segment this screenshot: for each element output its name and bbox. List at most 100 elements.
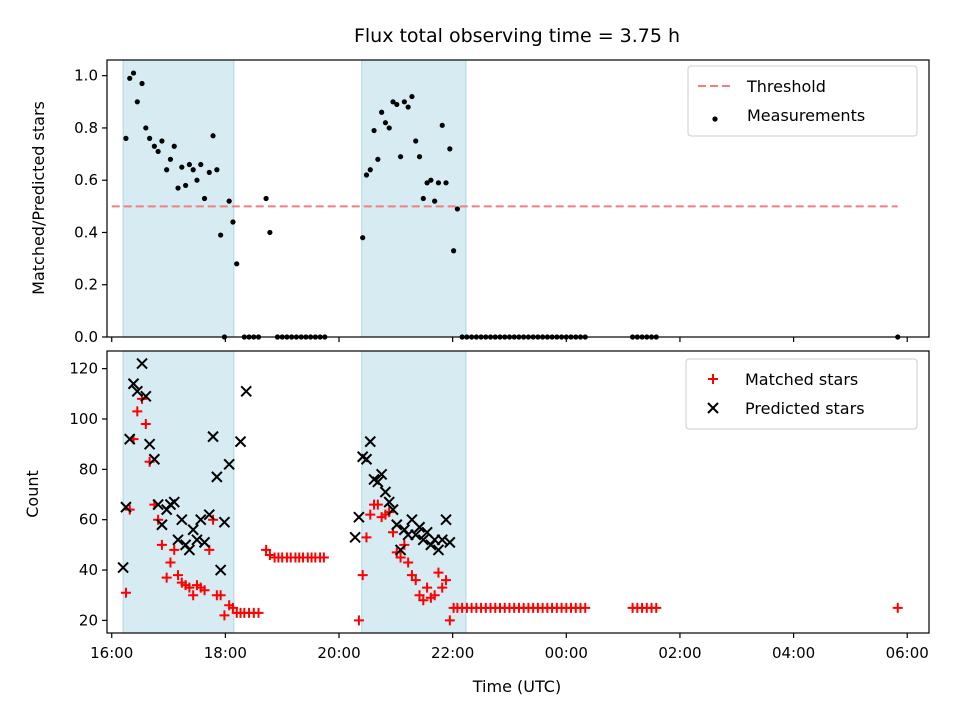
top-measurements-point xyxy=(386,125,392,131)
bottom-predicted-stars-point xyxy=(136,357,148,370)
bottom-matched-stars-point xyxy=(253,607,264,618)
bottom-matched-stars-point xyxy=(365,509,376,520)
bottom-predicted-stars-point xyxy=(214,564,227,576)
bottom-predicted-stars-point xyxy=(143,438,156,450)
top-y-tick-label: 0.2 xyxy=(74,276,98,294)
bottom-predicted-stars-point xyxy=(152,498,164,511)
bottom-predicted-stars-point xyxy=(391,519,403,531)
bottom-matched-stars-point xyxy=(580,602,591,613)
bottom-predicted-stars-point xyxy=(379,486,392,498)
bottom-predicted-stars-point xyxy=(436,534,448,546)
top-measurements-point xyxy=(263,195,269,202)
top-measurements-point xyxy=(186,161,192,168)
top-measurements-point xyxy=(428,177,434,183)
top-measurements-point xyxy=(435,180,442,186)
bottom-predicted-stars-point xyxy=(432,544,445,556)
top-measurements-point xyxy=(439,122,445,128)
top-measurements-point xyxy=(394,101,400,108)
bottom-predicted-stars-point xyxy=(372,476,384,488)
bottom-predicted-stars-point xyxy=(117,561,129,574)
top-measurements-point xyxy=(409,93,415,100)
chart-title: Flux total observing time = 3.75 h xyxy=(354,25,680,47)
top-measurements-point xyxy=(155,148,161,155)
bottom-predicted-stars-point xyxy=(413,521,426,533)
top-measurements-point xyxy=(201,195,208,202)
bottom-predicted-stars-point xyxy=(168,496,180,508)
bottom-matched-stars-point xyxy=(184,582,195,593)
bottom-matched-stars-point xyxy=(353,615,364,626)
top-measurements-point xyxy=(214,167,220,173)
top-measurements-point xyxy=(143,125,149,131)
bottom-shaded-span xyxy=(361,350,467,634)
top-measurements-point xyxy=(432,198,438,204)
bottom-predicted-stars-point xyxy=(383,496,395,508)
legend-label: Threshold xyxy=(746,77,826,96)
bottom-matched-stars-point xyxy=(372,499,383,510)
bottom-matched-stars-point xyxy=(199,585,210,596)
bottom-y-tick-label: 40 xyxy=(79,561,98,579)
bottom-y-tick-label: 80 xyxy=(79,460,98,478)
bottom-predicted-stars-point xyxy=(353,511,365,523)
bottom-predicted-stars-point xyxy=(140,390,152,403)
top-measurements-point xyxy=(405,104,411,110)
top-measurements-point xyxy=(210,133,216,139)
top-y-tick-label: 0.6 xyxy=(74,171,98,189)
top-shaded-span xyxy=(122,59,235,338)
bottom-matched-stars-point xyxy=(188,590,199,601)
bottom-matched-stars-point xyxy=(437,582,448,593)
top-measurements-point xyxy=(206,169,212,175)
bottom-matched-stars-point xyxy=(395,552,406,563)
top-measurements-point xyxy=(397,154,404,160)
top-shaded-span xyxy=(361,59,467,338)
x-tick-label: 18:00 xyxy=(204,644,247,662)
x-tick-label: 16:00 xyxy=(90,644,133,662)
bottom-predicted-stars-point xyxy=(172,534,184,546)
top-measurements-point xyxy=(230,219,236,225)
bottom-predicted-stars-point xyxy=(444,536,456,549)
bottom-matched-stars-point xyxy=(261,544,272,555)
top-measurements-point xyxy=(130,70,137,76)
bottom-predicted-stars-point xyxy=(360,453,373,465)
x-tick-label: 06:00 xyxy=(886,644,929,662)
bottom-matched-stars-point xyxy=(429,590,440,601)
bottom-predicted-stars-point xyxy=(131,385,144,397)
bottom-legend: Matched stars Predicted stars xyxy=(685,358,918,430)
bottom-predicted-stars-point xyxy=(120,501,132,513)
bottom-y-tick-label: 20 xyxy=(79,611,98,629)
top-legend-box xyxy=(687,65,918,137)
top-measurements-point xyxy=(190,167,196,173)
bottom-matched-stars-point xyxy=(169,544,180,555)
bottom-matched-stars-point xyxy=(433,567,444,578)
top-measurements-point xyxy=(416,154,423,160)
top-measurements-point xyxy=(401,99,407,105)
bottom-predicted-stars-point xyxy=(440,513,452,526)
bottom-predicted-stars-point xyxy=(124,433,136,445)
top-measurements-point xyxy=(360,235,366,241)
bottom-predicted-stars-point xyxy=(375,468,388,481)
legend-label: Matched stars xyxy=(745,370,858,389)
top-legend: Threshold Measurements xyxy=(687,65,918,137)
bottom-y-tick-label: 100 xyxy=(69,410,98,428)
x-axis-label: Time (UTC) xyxy=(472,677,561,696)
bottom-matched-stars-point xyxy=(120,587,131,598)
bottom-matched-stars-point xyxy=(414,590,425,601)
top-measurements-point xyxy=(413,138,419,144)
bottom-matched-stars-point xyxy=(361,532,372,543)
bottom-matched-stars-point xyxy=(318,552,329,563)
top-measurements-point xyxy=(183,182,189,189)
top-measurements-point xyxy=(379,109,385,115)
top-measurements-point xyxy=(424,180,430,186)
x-tick-label: 04:00 xyxy=(772,644,815,662)
x-tick-label: 00:00 xyxy=(545,644,588,662)
bottom-matched-stars-point xyxy=(227,602,238,613)
top-y-tick-label: 0.8 xyxy=(74,119,98,137)
bottom-predicted-stars-point xyxy=(394,544,407,556)
bottom-y-tick-label: 60 xyxy=(79,511,98,529)
bottom-y-tick-label: 120 xyxy=(69,360,98,378)
top-measurements-point xyxy=(367,167,373,173)
x-tick-label: 20:00 xyxy=(317,644,360,662)
bottom-predicted-stars-point xyxy=(387,503,399,516)
bottom-matched-stars-point xyxy=(422,582,433,593)
top-panel: 0.0 0.2 0.4 0.6 0.8 1.0 Threshold Measurements xyxy=(74,59,930,346)
